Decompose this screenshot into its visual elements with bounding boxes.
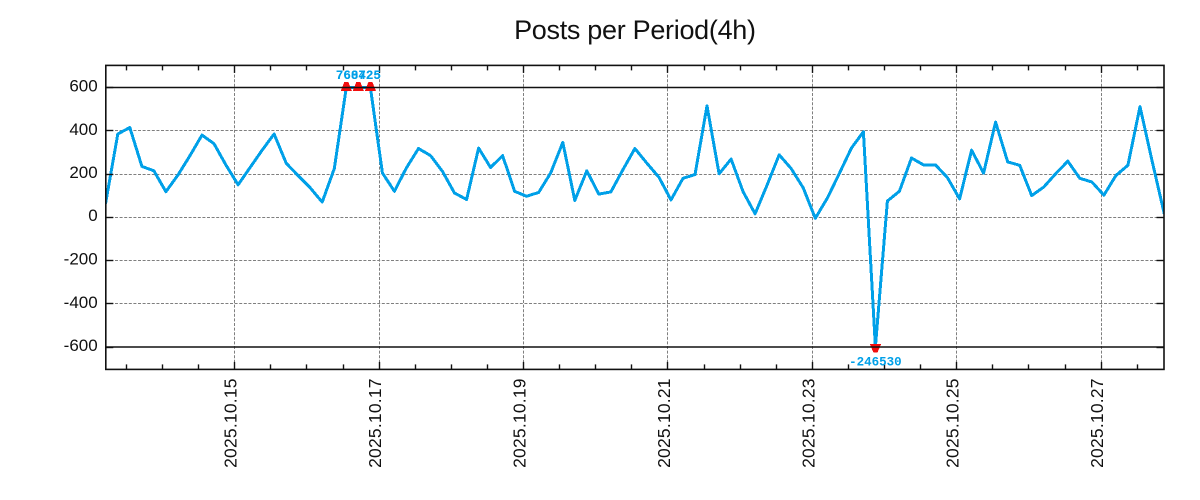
svg-text:-600: -600: [64, 336, 98, 355]
svg-text:400: 400: [69, 120, 97, 139]
svg-text:0: 0: [88, 206, 97, 225]
svg-text:-246530: -246530: [849, 356, 902, 370]
svg-text:2025.10.21: 2025.10.21: [654, 378, 674, 468]
svg-text:768425: 768425: [336, 69, 381, 83]
svg-text:2025.10.17: 2025.10.17: [365, 378, 385, 468]
svg-text:2025.10.23: 2025.10.23: [798, 378, 818, 468]
svg-text:2025.10.27: 2025.10.27: [1087, 378, 1107, 468]
svg-text:200: 200: [69, 163, 97, 182]
svg-text:-400: -400: [64, 293, 98, 312]
svg-text:760725: 760725: [336, 69, 381, 83]
svg-text:2025.10.15: 2025.10.15: [221, 378, 241, 468]
svg-text:2025.10.19: 2025.10.19: [510, 378, 530, 468]
svg-text:600: 600: [69, 77, 97, 96]
svg-text:2025.10.25: 2025.10.25: [943, 378, 963, 468]
svg-text:Posts per Period(4h): Posts per Period(4h): [514, 15, 756, 45]
svg-text:-200: -200: [64, 250, 98, 269]
